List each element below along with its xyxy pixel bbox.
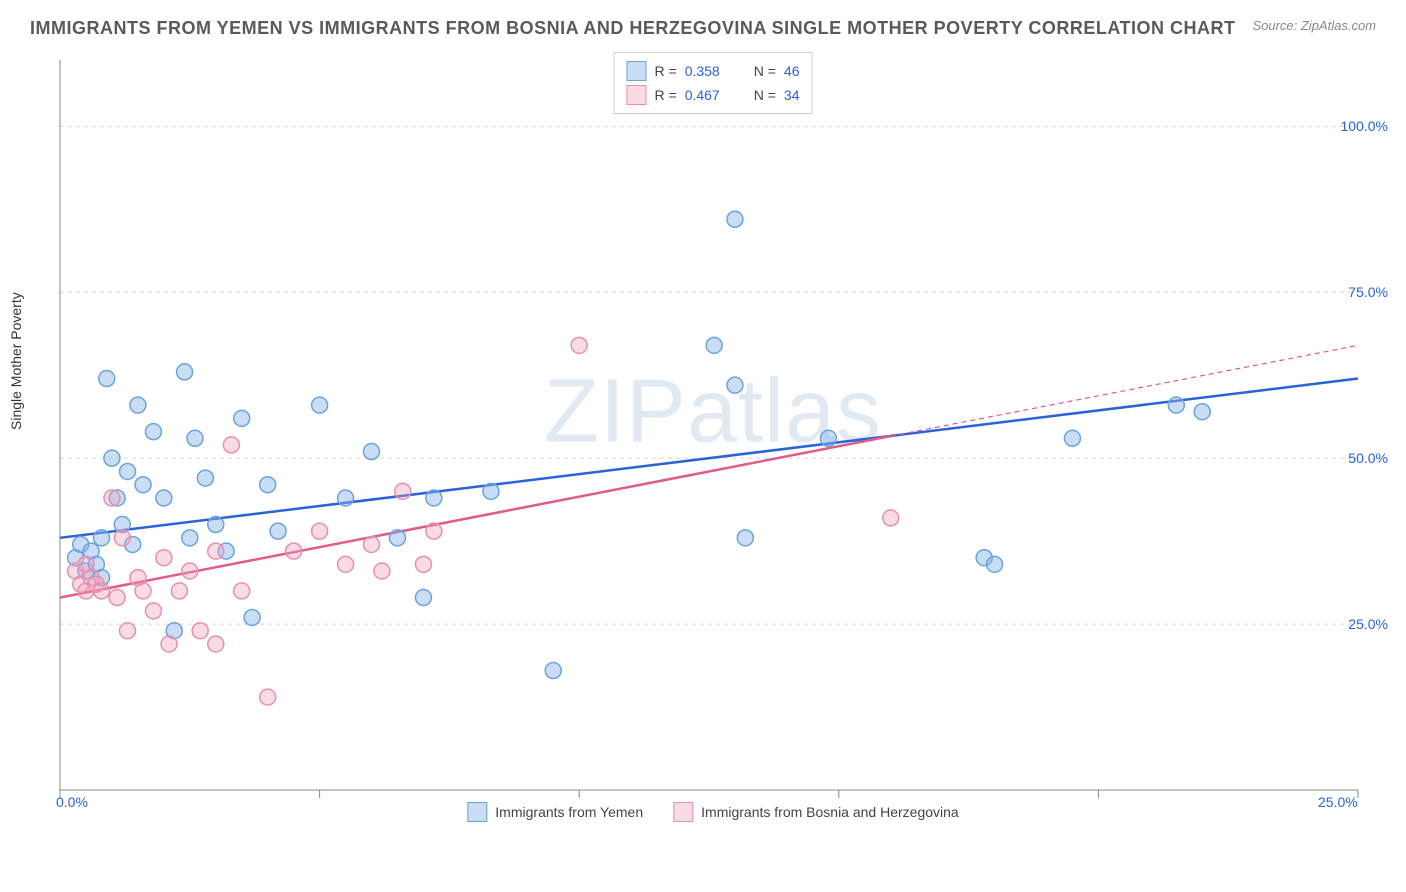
x-tick-max: 25.0% bbox=[1318, 794, 1358, 810]
legend-label-bosnia: Immigrants from Bosnia and Herzegovina bbox=[701, 804, 959, 820]
legend-series: Immigrants from Yemen Immigrants from Bos… bbox=[467, 802, 958, 822]
source-label: Source: ZipAtlas.com bbox=[1252, 18, 1376, 33]
y-tick-label: 100.0% bbox=[1341, 118, 1388, 134]
chart-title: IMMIGRANTS FROM YEMEN VS IMMIGRANTS FROM… bbox=[30, 18, 1236, 39]
scatter-plot bbox=[48, 50, 1378, 830]
legend-row-bosnia: R =0.467N =34 bbox=[627, 83, 800, 107]
chart-area: ZIPatlas R =0.358N =46R =0.467N =34 Immi… bbox=[48, 50, 1378, 820]
swatch-bosnia-bottom bbox=[673, 802, 693, 822]
swatch-yemen bbox=[627, 61, 647, 81]
legend-label-yemen: Immigrants from Yemen bbox=[495, 804, 643, 820]
legend-row-yemen: R =0.358N =46 bbox=[627, 59, 800, 83]
legend-correlation: R =0.358N =46R =0.467N =34 bbox=[614, 52, 813, 114]
y-tick-label: 50.0% bbox=[1348, 450, 1388, 466]
legend-item-yemen: Immigrants from Yemen bbox=[467, 802, 643, 822]
swatch-bosnia bbox=[627, 85, 647, 105]
x-tick-min: 0.0% bbox=[56, 794, 88, 810]
y-tick-label: 75.0% bbox=[1348, 284, 1388, 300]
y-axis-label: Single Mother Poverty bbox=[8, 292, 24, 430]
y-tick-label: 25.0% bbox=[1348, 616, 1388, 632]
swatch-yemen-bottom bbox=[467, 802, 487, 822]
legend-item-bosnia: Immigrants from Bosnia and Herzegovina bbox=[673, 802, 959, 822]
